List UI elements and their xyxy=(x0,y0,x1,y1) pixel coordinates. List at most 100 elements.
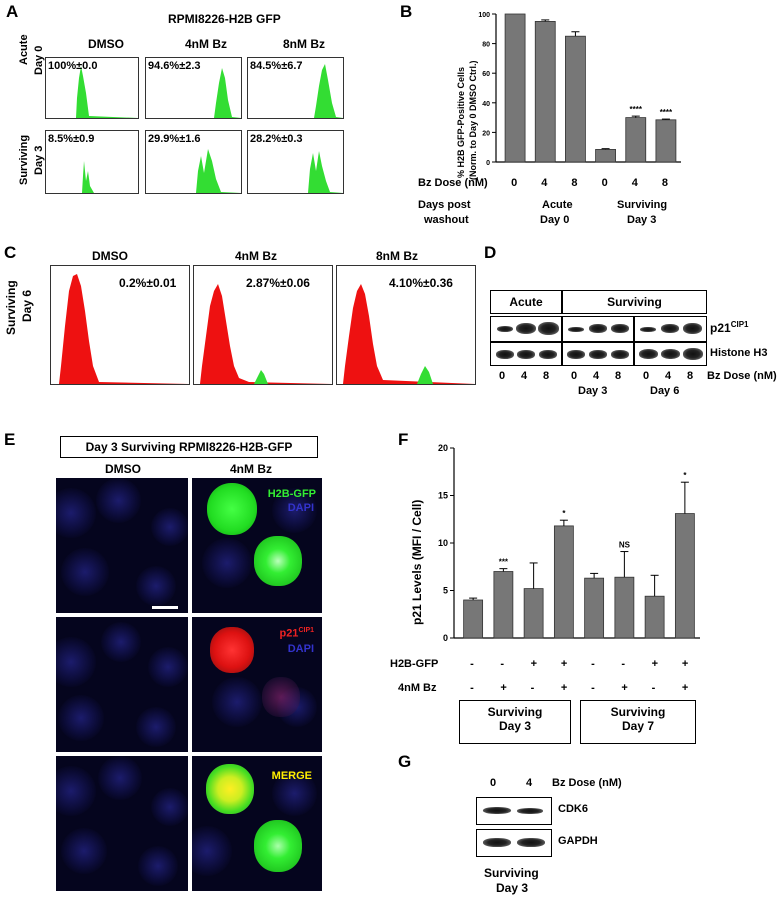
micrograph-bz-p21: p21CIP1 DAPI xyxy=(192,617,322,752)
condition-sign: - xyxy=(470,682,474,694)
blot-band xyxy=(661,324,679,333)
panel-d-day6: Day 6 xyxy=(650,385,680,397)
blot-band xyxy=(496,350,514,359)
condition-sign: - xyxy=(530,682,535,694)
panel-g-gapdh-label: GAPDH xyxy=(558,835,598,847)
panel-c-row-label-2: Day 6 xyxy=(20,289,34,322)
panel-g-cdk6-label: CDK6 xyxy=(558,803,588,815)
panel-c-col-8nm: 8nM Bz xyxy=(376,249,418,263)
panel-c-letter: C xyxy=(4,243,17,262)
panel-a-histogram: 100%±0.0 xyxy=(45,57,139,119)
bar xyxy=(584,577,605,639)
panel-d-blot-h3 xyxy=(490,342,562,366)
blot-band xyxy=(517,838,545,847)
merge-cell xyxy=(254,820,302,872)
blot-band xyxy=(568,327,584,332)
panel-g-caption-2: Day 3 xyxy=(496,881,529,895)
blot-band xyxy=(661,349,680,359)
nucleus xyxy=(56,766,96,816)
blot-band xyxy=(640,327,656,332)
panel-a-letter: A xyxy=(6,2,19,21)
label-merge: MERGE xyxy=(271,770,312,782)
nucleus xyxy=(212,677,262,727)
nucleus xyxy=(202,538,252,588)
bar xyxy=(523,588,544,639)
label-h2b-gfp: H2B-GFP xyxy=(267,488,316,500)
micrograph-dmso-merge xyxy=(56,756,188,891)
y-tick-label: 15 xyxy=(438,491,448,501)
dose-label: 8 xyxy=(543,370,550,382)
panel-b-ylabel-1: % H2B GFP-Positive Cells xyxy=(456,66,466,178)
nucleus xyxy=(136,707,176,747)
panel-b-dose-label: Bz Dose (nM) xyxy=(418,177,488,189)
significance-label: NS xyxy=(619,541,631,550)
gfp-cell xyxy=(254,536,302,586)
panel-a-value: 84.5%±6.7 xyxy=(250,60,303,72)
bar xyxy=(463,599,484,639)
dose-label: 0 xyxy=(499,370,506,382)
panel-d-blot-p21 xyxy=(490,316,562,342)
nucleus xyxy=(61,828,107,874)
panel-c-value: 0.2%±0.01 xyxy=(119,276,177,290)
dose-label: 0 xyxy=(643,370,650,382)
histogram-fill xyxy=(146,68,241,118)
blot-band xyxy=(589,350,607,359)
histogram-fill xyxy=(46,66,138,118)
panel-f-group1-1: Surviving xyxy=(487,705,543,719)
y-tick-label: 60 xyxy=(482,71,490,78)
bar xyxy=(534,20,556,163)
panel-c-value: 4.10%±0.36 xyxy=(389,276,453,290)
panel-f-row1-label: H2B-GFP xyxy=(390,658,439,670)
dose-label: 0 xyxy=(511,177,518,189)
panel-b-group2-1: Surviving xyxy=(617,199,668,211)
label-p21: p21CIP1 xyxy=(279,627,314,640)
panel-a-row1-label-1: Acute xyxy=(18,34,30,65)
blot-band xyxy=(497,326,513,332)
blot-band xyxy=(517,808,543,814)
histogram-fill xyxy=(248,151,343,193)
blot-band xyxy=(538,322,559,335)
panel-a-col-4nm: 4nM Bz xyxy=(185,37,227,51)
panel-b-group1-2: Day 0 xyxy=(540,214,570,226)
panel-a-title: RPMI8226-H2B GFP xyxy=(168,12,281,26)
label-p21-text: p21 xyxy=(279,627,299,640)
panel-a-histogram: 94.6%±2.3 xyxy=(145,57,242,119)
panel-g-dose-4: 4 xyxy=(526,777,533,789)
panel-b-chart: 0 20 40 60 80 100 **** **** xyxy=(478,12,681,167)
micrograph-bz-merge: MERGE xyxy=(192,756,322,891)
panel-d-blot-h3 xyxy=(562,342,634,366)
label-dapi: DAPI xyxy=(287,643,314,655)
dose-label: 4 xyxy=(665,370,672,382)
micrograph-dmso-p21 xyxy=(56,617,188,752)
significance-label: *** xyxy=(499,558,509,567)
panel-a-histogram: 8.5%±0.9 xyxy=(45,130,139,194)
panel-d-day3: Day 3 xyxy=(578,385,608,397)
panel-c-col-4nm: 4nM Bz xyxy=(235,249,277,263)
bar xyxy=(614,576,635,639)
panel-d-letter: D xyxy=(484,243,497,262)
panel-g-dose-0: 0 xyxy=(490,777,497,789)
panel-b-days-label-1: Days post xyxy=(418,199,471,211)
nucleus xyxy=(101,622,141,662)
panel-a-row1-label-2: Day 0 xyxy=(33,45,45,75)
bar xyxy=(553,525,574,639)
condition-sign: - xyxy=(470,658,474,670)
y-tick-label: 40 xyxy=(482,101,490,108)
y-tick-label: 5 xyxy=(443,586,448,596)
panel-a-value: 28.2%±0.3 xyxy=(250,133,303,145)
nucleus xyxy=(272,771,317,816)
panel-d-header-surviving: Surviving xyxy=(562,290,707,314)
panel-f-group2-2: Day 7 xyxy=(621,719,655,733)
nucleus xyxy=(136,566,176,606)
panel-f-ylabel: p21 Levels (MFI / Cell) xyxy=(410,499,424,625)
panel-c-histogram: 4.10%±0.36 xyxy=(336,265,476,385)
panel-b-days-label-2: washout xyxy=(424,214,469,226)
panel-c-histogram: 2.87%±0.06 xyxy=(193,265,333,385)
panel-b-letter: B xyxy=(400,2,413,21)
bar xyxy=(504,13,526,163)
panel-d-p21-text: p21 xyxy=(710,321,731,335)
histogram-fill xyxy=(248,64,343,118)
nucleus xyxy=(58,695,104,741)
dose-label: 8 xyxy=(615,370,622,382)
panel-g-caption-1: Surviving xyxy=(484,866,539,880)
